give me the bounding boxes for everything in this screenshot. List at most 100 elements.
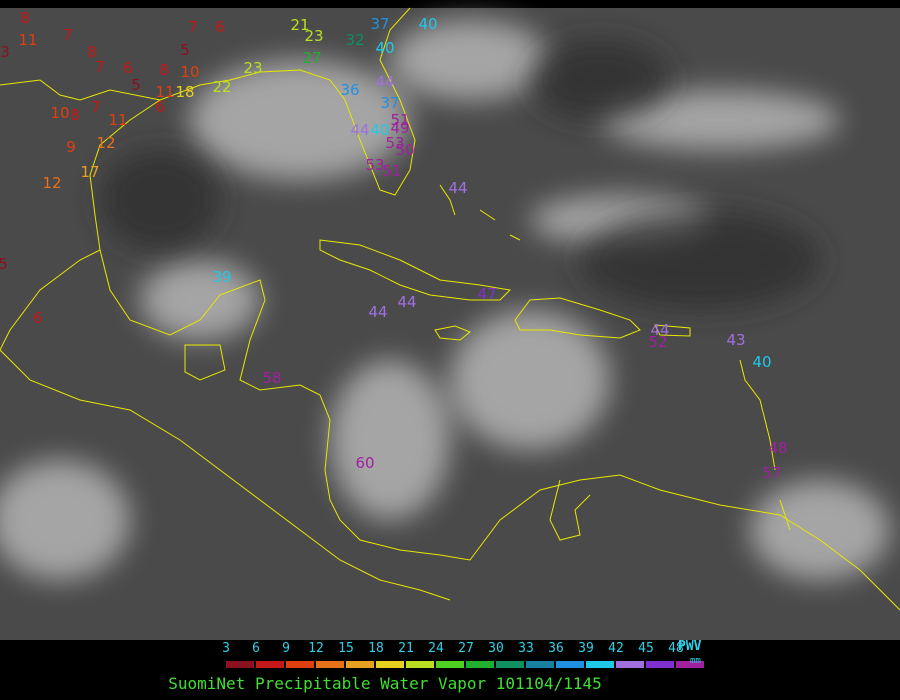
station-value: 53 — [385, 134, 404, 152]
station-value: 7 — [188, 18, 198, 36]
colorbar-label: 33 — [518, 641, 534, 656]
station-value: 44 — [448, 179, 467, 197]
station-value: 8 — [87, 43, 97, 61]
station-value: 40 — [370, 121, 389, 139]
colorbar-label: 24 — [428, 641, 444, 656]
station-value: 40 — [752, 353, 771, 371]
station-value: 22 — [212, 78, 231, 96]
colorbar-swatch — [256, 661, 284, 668]
colorbar-label: 30 — [488, 641, 504, 656]
colorbar-swatch — [436, 661, 464, 668]
station-value: 27 — [302, 49, 321, 67]
station-value: 7 — [91, 98, 101, 116]
station-value: 39 — [212, 268, 231, 286]
station-value: 11 — [108, 111, 127, 129]
colorbar-swatch — [226, 661, 254, 668]
station-value: 44 — [350, 121, 369, 139]
colorbar-label: 48 — [668, 641, 684, 656]
colorbar-swatch — [466, 661, 494, 668]
colorbar-label: 45 — [638, 641, 654, 656]
colorbar-unit-sub: mm — [690, 656, 701, 666]
station-value: 17 — [80, 163, 99, 181]
colorbar-swatch — [496, 661, 524, 668]
legend-background — [0, 640, 900, 700]
station-value: 5 — [180, 41, 190, 59]
colorbar-swatch — [406, 661, 434, 668]
station-value: 47 — [477, 285, 496, 303]
station-value: 3 — [0, 43, 10, 61]
station-value: 53 — [365, 156, 384, 174]
colorbar-label: 6 — [252, 641, 260, 656]
colorbar-label: 27 — [458, 641, 474, 656]
station-value: 40 — [418, 15, 437, 33]
station-value: 18 — [175, 83, 194, 101]
station-value: 49 — [390, 119, 409, 137]
station-value: 44 — [650, 321, 669, 339]
colorbar-swatch — [646, 661, 674, 668]
colorbar-label: 42 — [608, 641, 624, 656]
colorbar-swatch — [316, 661, 344, 668]
station-value: 37 — [380, 94, 399, 112]
station-value: 44 — [368, 303, 387, 321]
station-value: 23 — [304, 27, 323, 45]
station-value: 43 — [726, 331, 745, 349]
colorbar-label: 39 — [578, 641, 594, 656]
station-value: 8 — [20, 9, 30, 27]
station-value: 57 — [762, 464, 781, 482]
colorbar-swatch — [556, 661, 584, 668]
station-value: 60 — [355, 454, 374, 472]
station-value: 5 — [131, 76, 141, 94]
station-value: 23 — [243, 59, 262, 77]
station-value: 44 — [375, 73, 394, 91]
station-value: 8 — [70, 106, 80, 124]
chart-title: SuomiNet Precipitable Water Vapor 101104… — [168, 674, 601, 693]
colorbar-label: 9 — [282, 641, 290, 656]
colorbar-label: 15 — [338, 641, 354, 656]
station-value: 32 — [345, 31, 364, 49]
colorbar-label: 12 — [308, 641, 324, 656]
colorbar-label: 36 — [548, 641, 564, 656]
station-value: 36 — [340, 81, 359, 99]
station-value: 48 — [768, 439, 787, 457]
colorbar-swatch — [586, 661, 614, 668]
colorbar-swatch — [526, 661, 554, 668]
colorbar-swatch — [376, 661, 404, 668]
colorbar-label: 3 — [222, 641, 230, 656]
station-value: 21 — [290, 16, 309, 34]
station-value: 58 — [262, 369, 281, 387]
station-value: 11 — [155, 83, 174, 101]
station-value: 12 — [42, 174, 61, 192]
station-value: 51 — [390, 111, 409, 129]
colorbar-label: 21 — [398, 641, 414, 656]
station-value: 10 — [180, 63, 199, 81]
colorbar-label: 18 — [368, 641, 384, 656]
station-value: 44 — [397, 293, 416, 311]
station-value: 8 — [159, 61, 169, 79]
station-value: 40 — [375, 39, 394, 57]
colorbar-swatch — [286, 661, 314, 668]
station-value: 37 — [370, 15, 389, 33]
colorbar-unit: PWV — [678, 639, 702, 654]
station-value: 9 — [66, 138, 76, 156]
dark-areas — [100, 40, 820, 310]
colorbar-swatch — [616, 661, 644, 668]
station-value: 6 — [215, 18, 225, 36]
station-value: 5 — [0, 255, 8, 273]
station-value: 12 — [96, 134, 115, 152]
station-value: 7 — [63, 26, 73, 44]
station-value: 6 — [123, 59, 133, 77]
colorbar-swatch — [676, 661, 704, 668]
station-value: 6 — [155, 98, 165, 116]
colorbar: 3 6 9 12 15 18 21 24 27 30 33 36 39 42 45 48 — [222, 641, 704, 668]
station-value: 6 — [33, 309, 43, 327]
station-value: 10 — [50, 104, 69, 122]
station-value: 52 — [648, 333, 667, 351]
colorbar-swatch — [346, 661, 374, 668]
station-value: 50 — [395, 141, 414, 159]
coastlines — [0, 7, 900, 611]
station-value: 51 — [382, 162, 401, 180]
station-value: 11 — [18, 31, 37, 49]
